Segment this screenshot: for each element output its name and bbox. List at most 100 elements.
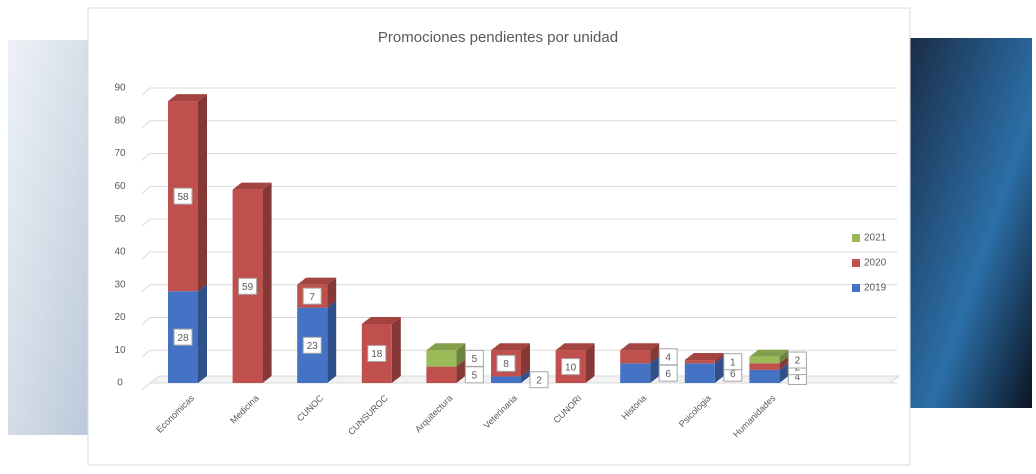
bar-top xyxy=(168,94,207,102)
data-label-box xyxy=(561,358,581,376)
legend-swatch xyxy=(852,284,860,292)
data-label: 2 xyxy=(536,375,542,386)
data-label-box xyxy=(787,351,807,369)
bar-side xyxy=(198,284,207,383)
bar-top xyxy=(749,349,789,357)
bar xyxy=(684,360,715,364)
legend-swatch xyxy=(852,234,860,242)
bar-top xyxy=(426,343,466,351)
data-label: 6 xyxy=(730,369,736,380)
grid-line xyxy=(141,120,151,129)
bar-side xyxy=(779,356,789,370)
bar-side xyxy=(456,359,466,383)
bar-side xyxy=(262,182,272,383)
bar xyxy=(684,363,715,383)
data-label-box xyxy=(367,345,387,362)
bar-side xyxy=(391,317,401,383)
bar-side xyxy=(585,343,595,383)
bar xyxy=(620,363,651,383)
bar-top xyxy=(491,343,530,351)
chart-panel xyxy=(87,7,911,466)
plot: 0102030405060708090Economicas2858Medicin… xyxy=(114,83,901,439)
data-label-box xyxy=(496,354,516,372)
legend-label: 2020 xyxy=(864,258,887,269)
bar-side xyxy=(650,343,660,364)
legend-label: 2021 xyxy=(864,233,887,244)
data-label-box xyxy=(723,353,743,371)
bar xyxy=(749,369,780,383)
grid-line xyxy=(141,251,151,260)
bar-side xyxy=(779,349,789,364)
data-label: 23 xyxy=(307,341,319,352)
grid-line xyxy=(141,153,151,161)
grid-line xyxy=(141,284,151,293)
grid-line xyxy=(141,87,151,96)
y-tick-label: 50 xyxy=(114,214,126,225)
bar xyxy=(426,366,457,383)
data-label: 8 xyxy=(503,359,509,370)
background-image-right xyxy=(905,38,1032,408)
y-tick-label: 70 xyxy=(114,148,126,159)
bar-side xyxy=(650,356,660,383)
data-label: 4 xyxy=(795,372,801,383)
bar-side xyxy=(714,356,724,383)
bar xyxy=(491,376,521,383)
data-label-box xyxy=(173,187,193,205)
bar-top xyxy=(232,182,272,190)
y-tick-label: 60 xyxy=(114,181,126,192)
y-tick-label: 10 xyxy=(114,345,126,356)
data-label-box xyxy=(529,371,549,389)
data-label: 7 xyxy=(309,292,315,303)
bar xyxy=(749,356,780,364)
data-label: 18 xyxy=(371,349,383,360)
y-tick-label: 40 xyxy=(114,247,126,258)
legend-swatch xyxy=(852,259,860,267)
bar-top xyxy=(297,277,337,285)
bar-side xyxy=(327,277,337,308)
bar-side xyxy=(521,343,530,377)
data-label-box xyxy=(658,348,678,366)
data-label: 6 xyxy=(665,369,671,380)
y-tick-label: 90 xyxy=(114,83,126,94)
grid-line xyxy=(141,317,151,325)
data-label-box xyxy=(302,287,322,305)
data-label-box xyxy=(173,328,193,346)
data-label: 59 xyxy=(242,282,254,293)
data-label-box xyxy=(238,277,258,295)
y-tick-label: 30 xyxy=(114,279,126,290)
y-tick-label: 20 xyxy=(114,312,126,323)
data-label: 5 xyxy=(472,370,478,381)
bar-side xyxy=(198,94,207,292)
data-label: 5 xyxy=(472,354,478,365)
y-tick-label: 0 xyxy=(117,378,123,389)
data-label: 2 xyxy=(795,356,801,367)
bar-side xyxy=(714,353,724,364)
legend-label: 2019 xyxy=(864,283,887,294)
data-label: 10 xyxy=(565,362,577,373)
data-label: 28 xyxy=(177,333,189,344)
bar-side xyxy=(779,362,789,383)
background-image-left xyxy=(8,40,98,435)
bar-top xyxy=(361,317,401,324)
bar xyxy=(749,363,780,370)
bar-side xyxy=(456,343,466,367)
bar-top xyxy=(684,353,724,361)
data-label-box xyxy=(302,336,322,354)
y-tick-label: 80 xyxy=(114,115,126,126)
chart-title: Promociones pendientes por unidad xyxy=(378,29,618,46)
bar xyxy=(620,350,651,364)
bar xyxy=(426,350,457,367)
bar-side xyxy=(327,300,337,383)
data-label: 4 xyxy=(665,352,671,363)
bar-top xyxy=(620,343,660,351)
data-label: 58 xyxy=(177,192,189,203)
data-label-box xyxy=(464,349,484,367)
data-label: 1 xyxy=(730,357,736,368)
bar-side xyxy=(521,369,530,383)
grid-line xyxy=(141,349,151,358)
bar-top xyxy=(555,343,595,351)
grid-line xyxy=(141,185,151,194)
grid-line xyxy=(141,382,151,391)
